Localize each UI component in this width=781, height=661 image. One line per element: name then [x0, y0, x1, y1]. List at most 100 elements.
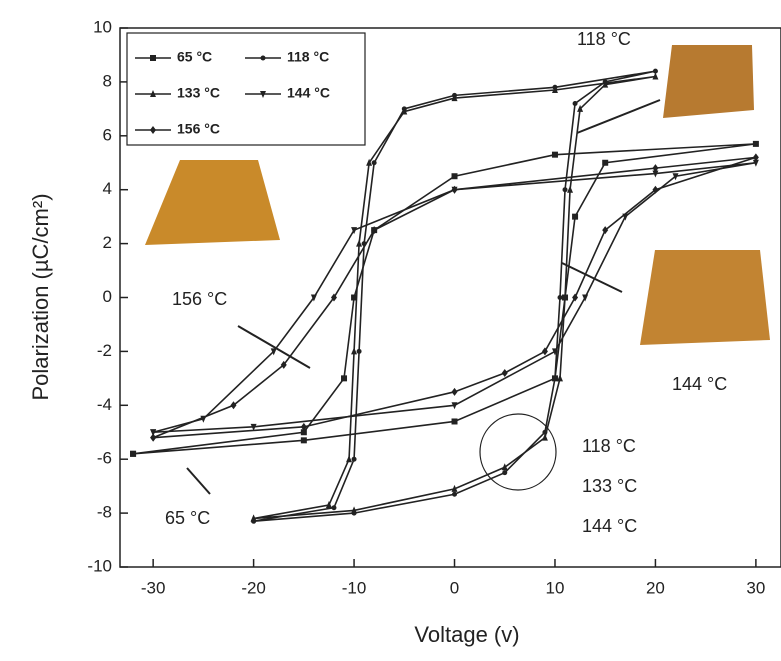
marker — [351, 347, 358, 355]
y-axis-label: Polarization (µC/cm²) — [28, 193, 53, 400]
x-tick-label: 20 — [646, 578, 665, 597]
y-tick-label: 8 — [103, 71, 112, 90]
marker — [602, 80, 609, 88]
marker — [250, 423, 257, 431]
legend-marker — [260, 55, 266, 61]
x-tick-label: -20 — [241, 578, 266, 597]
y-tick-label: -4 — [97, 395, 112, 414]
marker — [652, 185, 659, 194]
y-tick-label: 4 — [103, 179, 112, 198]
legend-marker — [150, 90, 156, 97]
marker — [346, 455, 353, 463]
x-axis-label: Voltage (v) — [414, 622, 519, 647]
y-tick-label: 6 — [103, 125, 112, 144]
marker — [351, 227, 358, 235]
y-tick-label: 2 — [103, 233, 112, 252]
marker — [577, 104, 584, 112]
y-tick-label: -6 — [97, 449, 112, 468]
legend-box — [126, 32, 366, 146]
legend-marker — [150, 126, 156, 134]
marker — [602, 226, 609, 235]
marker — [371, 160, 377, 166]
legend-marker — [150, 126, 156, 134]
marker — [150, 433, 157, 442]
legend-marker — [260, 91, 266, 98]
marker — [351, 506, 358, 514]
series-line — [253, 70, 656, 522]
marker — [280, 360, 287, 369]
marker — [451, 173, 458, 180]
legend-marker — [150, 55, 156, 61]
annotation: 144 °C — [672, 374, 727, 394]
annotation: 156 °C — [172, 289, 227, 309]
legend-label: 144 °C — [287, 85, 330, 101]
x-tick-label: -30 — [141, 578, 166, 597]
marker — [562, 293, 569, 301]
y-tick-label: -10 — [87, 556, 112, 575]
marker — [451, 484, 458, 492]
legend-label: 156 °C — [177, 121, 220, 137]
marker — [572, 213, 579, 220]
marker — [330, 293, 337, 302]
marker — [562, 187, 568, 193]
legend-marker — [260, 91, 266, 98]
marker — [567, 185, 574, 193]
marker — [501, 368, 508, 377]
marker — [250, 514, 257, 522]
marker — [752, 159, 759, 167]
legend-label: 118 °C — [287, 49, 329, 65]
annotation: 118 °C — [577, 29, 631, 49]
x-tick-label: -10 — [342, 578, 367, 597]
marker — [652, 164, 659, 173]
marker — [541, 433, 548, 441]
marker — [551, 85, 558, 93]
legend-label: 65 °C — [177, 49, 212, 65]
marker — [270, 348, 277, 356]
marker — [572, 100, 578, 106]
marker — [451, 387, 458, 396]
marker — [300, 437, 307, 444]
marker — [325, 501, 332, 509]
marker — [752, 140, 759, 147]
marker — [401, 107, 408, 115]
annotation-arrows — [186, 99, 661, 495]
marker — [351, 294, 358, 301]
series-line — [253, 75, 656, 520]
x-tick-label: 0 — [450, 578, 459, 597]
y-tick-label: -8 — [97, 503, 112, 522]
marker — [556, 374, 563, 382]
y-tick-label: 10 — [93, 17, 112, 36]
marker — [451, 94, 458, 102]
legend-marker — [260, 55, 266, 61]
marker — [331, 505, 337, 511]
marker — [341, 375, 348, 382]
marker — [300, 422, 307, 431]
marker — [371, 226, 378, 235]
marker — [130, 450, 137, 457]
annotation: 118 °C — [582, 436, 636, 456]
marker — [551, 151, 558, 158]
afm-insets — [145, 45, 770, 345]
legend: 65 °C 118 °C 133 °C 144 °C 156 °C — [126, 32, 366, 146]
marker — [557, 295, 563, 300]
marker — [452, 491, 458, 497]
marker — [300, 429, 307, 436]
x-tick-label: 10 — [546, 578, 565, 597]
marker — [366, 158, 373, 166]
marker — [582, 294, 589, 302]
marker — [351, 456, 357, 462]
marker — [652, 170, 659, 178]
marker — [602, 159, 609, 166]
marker — [652, 72, 659, 80]
annotation: 65 °C — [165, 508, 210, 528]
x-tick-label: 30 — [746, 578, 765, 597]
annotation: 133 °C — [582, 476, 637, 496]
marker — [451, 402, 458, 410]
y-tick-label: -2 — [97, 341, 112, 360]
marker — [310, 294, 317, 302]
marker — [552, 375, 558, 381]
annotation: 144 °C — [582, 516, 637, 536]
marker — [501, 463, 508, 471]
marker — [551, 348, 558, 356]
legend-marker — [150, 55, 156, 61]
